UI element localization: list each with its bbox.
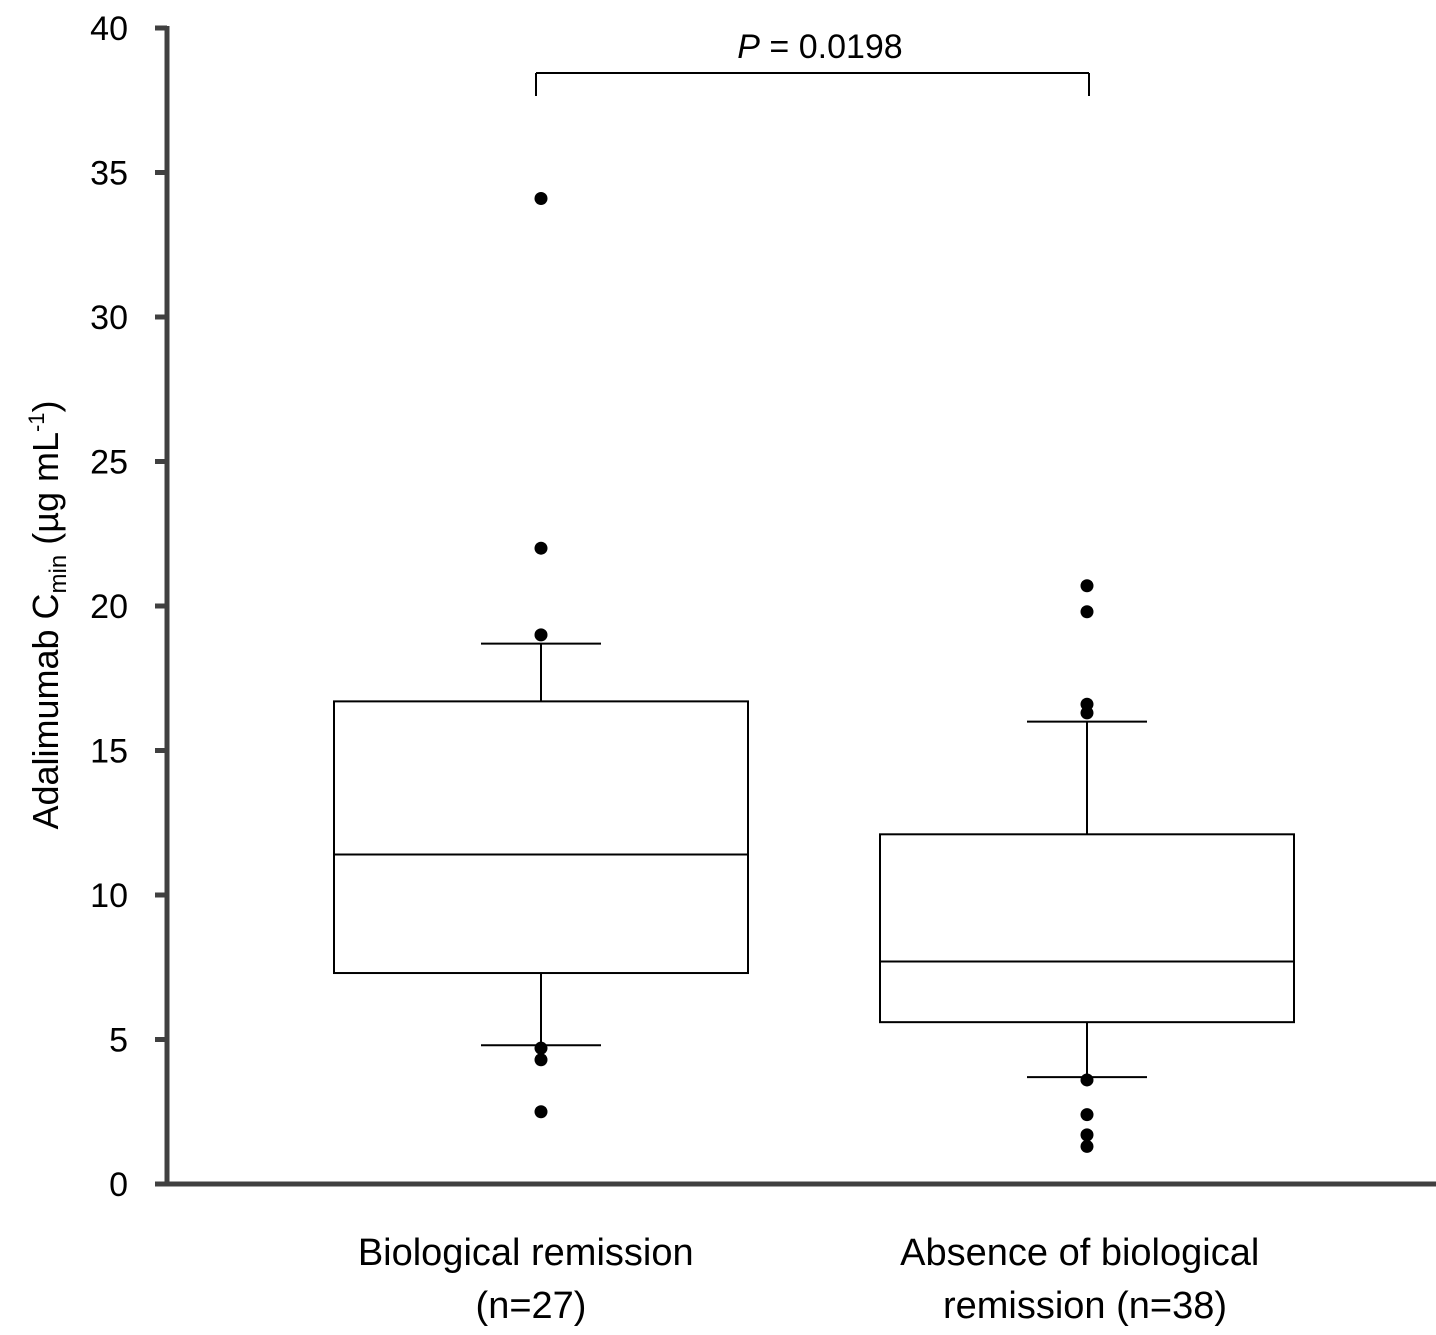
outlier-point-1-3 [1080, 706, 1094, 720]
y-axis-title-superscript: -1 [24, 412, 49, 432]
outlier-point-0-0 [534, 192, 548, 206]
y-tick-label-10: 10 [90, 877, 128, 915]
y-axis-title: Adalimumab Cmin (µg mL-1) [24, 400, 72, 829]
outlier-point-0-2 [534, 628, 548, 642]
box-1 [879, 833, 1295, 1024]
outlier-point-1-7 [1080, 1139, 1094, 1153]
outlier-point-1-0 [1080, 579, 1094, 593]
y-tick-label-25: 25 [90, 444, 128, 482]
p-value-symbol: P [737, 28, 760, 66]
y-tick-label-20: 20 [90, 588, 128, 626]
y-tick-label-15: 15 [90, 733, 128, 771]
category-label-absence-of-biological-remission: Absence of biological remission (n=38) [900, 1232, 1270, 1327]
y-tick-label-35: 35 [90, 155, 128, 193]
plot-marks: 0 5 10 15 20 25 30 35 40 [90, 10, 1436, 1204]
y-tick-label-40: 40 [90, 10, 128, 48]
outlier-point-0-3 [534, 1041, 548, 1055]
y-tick-label-0: 0 [109, 1166, 128, 1204]
outlier-point-0-1 [534, 541, 548, 555]
y-tick-label-30: 30 [90, 299, 128, 337]
y-axis-title-units: (µg mL [25, 432, 66, 555]
p-value-text: = 0.0198 [760, 28, 903, 66]
box-0 [333, 700, 749, 975]
outlier-point-1-4 [1080, 1073, 1094, 1087]
category-label-biological-remission: Biological remission (n=27) [358, 1232, 704, 1327]
outlier-point-0-4 [534, 1053, 548, 1067]
p-value-label: P = 0.0198 [737, 28, 902, 66]
y-tick-label-5: 5 [109, 1022, 128, 1060]
y-axis-title-main: Adalimumab C [25, 593, 66, 829]
y-axis-title-subscript: min [45, 555, 72, 594]
outlier-point-1-1 [1080, 605, 1094, 619]
y-axis-title-close: ) [25, 400, 66, 412]
outlier-point-0-5 [534, 1105, 548, 1119]
outlier-point-1-6 [1080, 1128, 1094, 1142]
outlier-point-1-5 [1080, 1108, 1094, 1122]
